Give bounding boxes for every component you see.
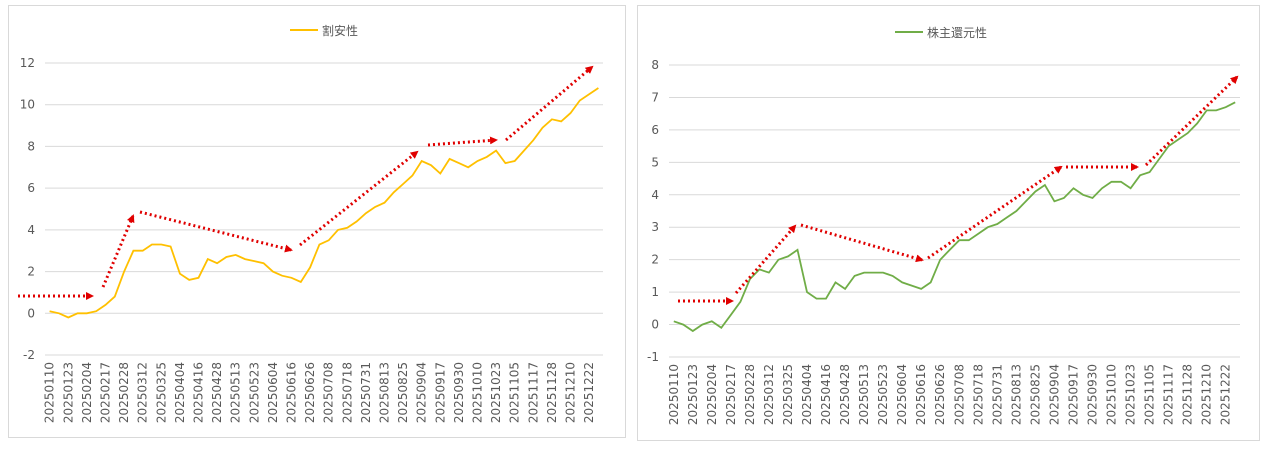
x-tick-label: 20250312: [762, 364, 776, 425]
y-tick-label: 8: [651, 58, 659, 72]
legend-label: 割安性: [322, 23, 358, 38]
x-tick-label: 20250813: [1009, 364, 1023, 425]
x-tick-label: 20250825: [396, 362, 410, 423]
x-tick-label: 20250718: [340, 362, 354, 423]
x-tick-label: 20250616: [284, 362, 298, 423]
x-tick-label: 20250325: [154, 362, 168, 423]
y-tick-label: 6: [27, 181, 35, 195]
y-tick-label: -1: [647, 350, 659, 364]
x-tick-label: 20251010: [470, 362, 484, 423]
y-tick-label: 8: [27, 139, 35, 153]
x-tick-label: 20250523: [876, 364, 890, 425]
x-tick-label: 20250626: [303, 362, 317, 423]
x-tick-label: 20250404: [800, 364, 814, 425]
y-tick-label: -2: [23, 348, 35, 362]
y-tick-label: 2: [27, 265, 35, 279]
x-tick-label: 20250904: [415, 362, 429, 423]
x-tick-label: 20250228: [743, 364, 757, 425]
legend-label: 株主還元性: [927, 25, 987, 40]
y-tick-label: 0: [27, 306, 35, 320]
x-tick-label: 20250416: [191, 362, 205, 423]
y-tick-label: 1: [651, 285, 659, 299]
chart-frame: [8, 5, 626, 438]
x-tick-label: 20251105: [1143, 364, 1157, 425]
x-tick-label: 20250123: [686, 364, 700, 425]
x-tick-label: 20251128: [1181, 364, 1195, 425]
x-tick-label: 20250404: [173, 362, 187, 423]
x-tick-label: 20250930: [452, 362, 466, 423]
x-tick-label: 20251210: [1200, 364, 1214, 425]
x-tick-label: 20250312: [136, 362, 150, 423]
y-tick-label: 5: [651, 155, 659, 169]
y-tick-label: 4: [27, 223, 35, 237]
x-tick-label: 20250825: [1028, 364, 1042, 425]
x-tick-label: 20250513: [229, 362, 243, 423]
x-tick-label: 20250217: [724, 364, 738, 425]
x-tick-label: 20250813: [377, 362, 391, 423]
x-tick-label: 20250123: [61, 362, 75, 423]
x-tick-label: 20250204: [705, 364, 719, 425]
x-tick-label: 20250110: [43, 362, 57, 423]
y-tick-label: 4: [651, 188, 659, 202]
x-tick-label: 20250325: [781, 364, 795, 425]
x-tick-label: 20250217: [98, 362, 112, 423]
chart: -2 0 2 4 6 8 10 12 20250110 20250123 20250204 20250…: [20, 23, 603, 423]
x-tick-label: 20250204: [80, 362, 94, 423]
x-tick-label: 20250604: [266, 362, 280, 423]
x-tick-label: 20251010: [1105, 364, 1119, 425]
x-tick-label: 20250110: [667, 364, 681, 425]
x-tick-label: 20251023: [1124, 364, 1138, 425]
x-tick-label: 20250708: [952, 364, 966, 425]
y-tick-label: 6: [651, 123, 659, 137]
x-tick-label: 20250930: [1085, 364, 1099, 425]
x-tick-label: 20250604: [895, 364, 909, 425]
x-tick-label: 20250904: [1047, 364, 1061, 425]
chart-frame: [637, 5, 1260, 441]
y-tick-label: 0: [651, 318, 659, 332]
x-tick-label: 20250513: [857, 364, 871, 425]
y-tick-label: 12: [20, 56, 35, 70]
x-tick-label: 20250718: [971, 364, 985, 425]
x-tick-label: 20250917: [1066, 364, 1080, 425]
y-tick-label: 7: [651, 90, 659, 104]
x-tick-label: 20250228: [117, 362, 131, 423]
y-tick-label: 10: [20, 98, 35, 112]
x-tick-label: 20250616: [914, 364, 928, 425]
data-line: [673, 101, 1236, 333]
x-tick-label: 20250428: [838, 364, 852, 425]
x-tick-label: 20250428: [210, 362, 224, 423]
data-line: [49, 87, 599, 319]
x-tick-label: 20251117: [1162, 364, 1176, 425]
x-tick-label: 20251222: [1219, 364, 1233, 425]
trend-arrows: [18, 65, 1239, 305]
x-tick-label: 20250708: [322, 362, 336, 423]
x-tick-label: 20250731: [990, 364, 1004, 425]
y-tick-label: 2: [651, 253, 659, 267]
x-tick-label: 20250917: [433, 362, 447, 423]
y-tick-label: 3: [651, 220, 659, 234]
x-tick-label: 20251128: [545, 362, 559, 423]
x-tick-label: 20251105: [508, 362, 522, 423]
x-tick-label: 20250626: [933, 364, 947, 425]
x-tick-label: 20250523: [247, 362, 261, 423]
x-tick-label: 20250731: [359, 362, 373, 423]
x-tick-label: 20251117: [526, 362, 540, 423]
x-tick-label: 20251222: [582, 362, 596, 423]
x-tick-label: 20251210: [563, 362, 577, 423]
x-tick-label: 20250416: [819, 364, 833, 425]
chart: -1 0 1 2 3 4 5 6 7 8 20250110 20250123 20250204 20250…: [647, 25, 1240, 425]
x-tick-label: 20251023: [489, 362, 503, 423]
